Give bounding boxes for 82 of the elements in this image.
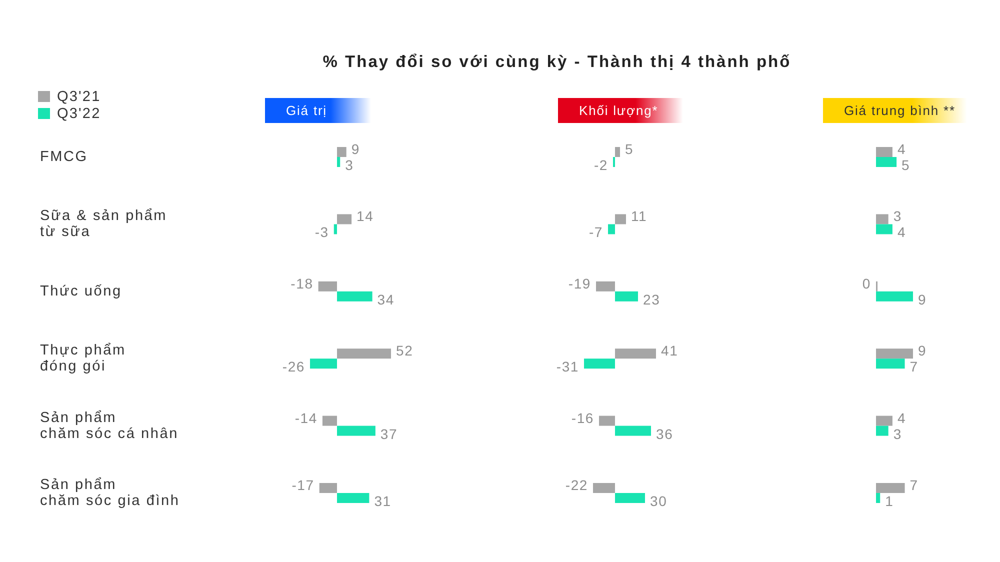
bar <box>876 224 892 234</box>
bar <box>337 493 370 503</box>
data-label: 37 <box>380 426 398 442</box>
data-label: 3 <box>893 208 902 224</box>
data-label: 4 <box>897 224 906 240</box>
data-label: 9 <box>351 141 360 157</box>
bar <box>615 493 645 503</box>
data-label: -16 <box>571 410 594 426</box>
legend-label: Q3'21 <box>57 89 101 105</box>
y-tick-label: Sữa & sản phẩm từ sữa <box>40 208 168 240</box>
y-tick-label: Sản phẩm chăm sóc cá nhân <box>40 410 178 442</box>
bar <box>876 348 913 359</box>
bar <box>599 416 615 426</box>
chart-subtitle: Giá trung bình ** <box>844 103 956 118</box>
bar <box>876 147 892 157</box>
bar <box>615 291 638 302</box>
bar <box>337 426 376 436</box>
data-label: -18 <box>290 275 314 292</box>
data-label: -19 <box>568 275 591 292</box>
bar <box>318 281 337 292</box>
data-label: 23 <box>643 291 660 308</box>
data-label: 34 <box>377 291 394 308</box>
bar <box>334 224 337 234</box>
data-label: 11 <box>631 208 648 224</box>
y-tick-label: Thức uống <box>40 283 122 300</box>
data-label: -14 <box>294 410 318 426</box>
bar <box>337 214 352 224</box>
y-tick-label: Thực phẩm đóng gói <box>40 342 126 375</box>
data-label: 5 <box>625 141 634 157</box>
data-label: 4 <box>897 410 906 426</box>
text: % Thay đổi so với cùng kỳ - Thành thị 4 thành phố <box>322 53 792 71</box>
bar <box>876 214 888 224</box>
data-label: -2 <box>594 157 608 173</box>
bar <box>876 493 880 503</box>
data-label: 3 <box>345 157 354 173</box>
data-label: -31 <box>556 358 579 375</box>
bar <box>615 147 620 157</box>
data-label: 7 <box>910 358 918 375</box>
data-label: 1 <box>885 493 894 509</box>
legend-label: Q3'22 <box>57 106 101 122</box>
data-label: -3 <box>314 224 329 240</box>
bar <box>593 483 615 493</box>
data-label: 3 <box>893 426 902 442</box>
bar <box>337 147 346 157</box>
bar <box>337 157 340 167</box>
bar <box>596 281 615 292</box>
bar <box>337 291 372 302</box>
y-tick-label: Sản phẩm chăm sóc gia đình <box>40 477 180 509</box>
data-label: 31 <box>374 493 392 509</box>
data-label: 52 <box>396 342 414 359</box>
data-label: -26 <box>282 358 305 375</box>
data-label: -22 <box>565 477 588 493</box>
data-label: 41 <box>661 342 678 359</box>
data-label: 5 <box>902 157 910 173</box>
data-label: 30 <box>650 493 668 509</box>
chart-subtitle: Khối lượng* <box>579 103 658 118</box>
bar <box>876 426 888 436</box>
data-label: 4 <box>897 141 906 157</box>
data-label: -17 <box>292 477 314 493</box>
data-label: -7 <box>588 224 603 240</box>
bar <box>876 483 905 493</box>
data-label: 0 <box>862 275 871 292</box>
bar <box>608 224 615 234</box>
bar <box>615 426 651 436</box>
bar <box>615 214 626 224</box>
bar <box>876 358 905 369</box>
y-tick-label: FMCG <box>40 149 88 165</box>
data-label: 36 <box>656 426 674 442</box>
bar <box>584 358 615 369</box>
bar <box>337 348 391 359</box>
data-label: 9 <box>918 291 927 308</box>
bar <box>876 157 897 167</box>
bar <box>876 291 913 302</box>
chart-subtitle: Giá trị <box>286 103 327 118</box>
data-label: 14 <box>356 208 374 224</box>
bar <box>876 416 892 426</box>
bar <box>310 358 337 369</box>
bar <box>615 348 656 359</box>
data-label: 9 <box>918 342 927 359</box>
bar <box>319 483 337 493</box>
data-label: 7 <box>910 477 918 493</box>
bar <box>322 416 337 426</box>
